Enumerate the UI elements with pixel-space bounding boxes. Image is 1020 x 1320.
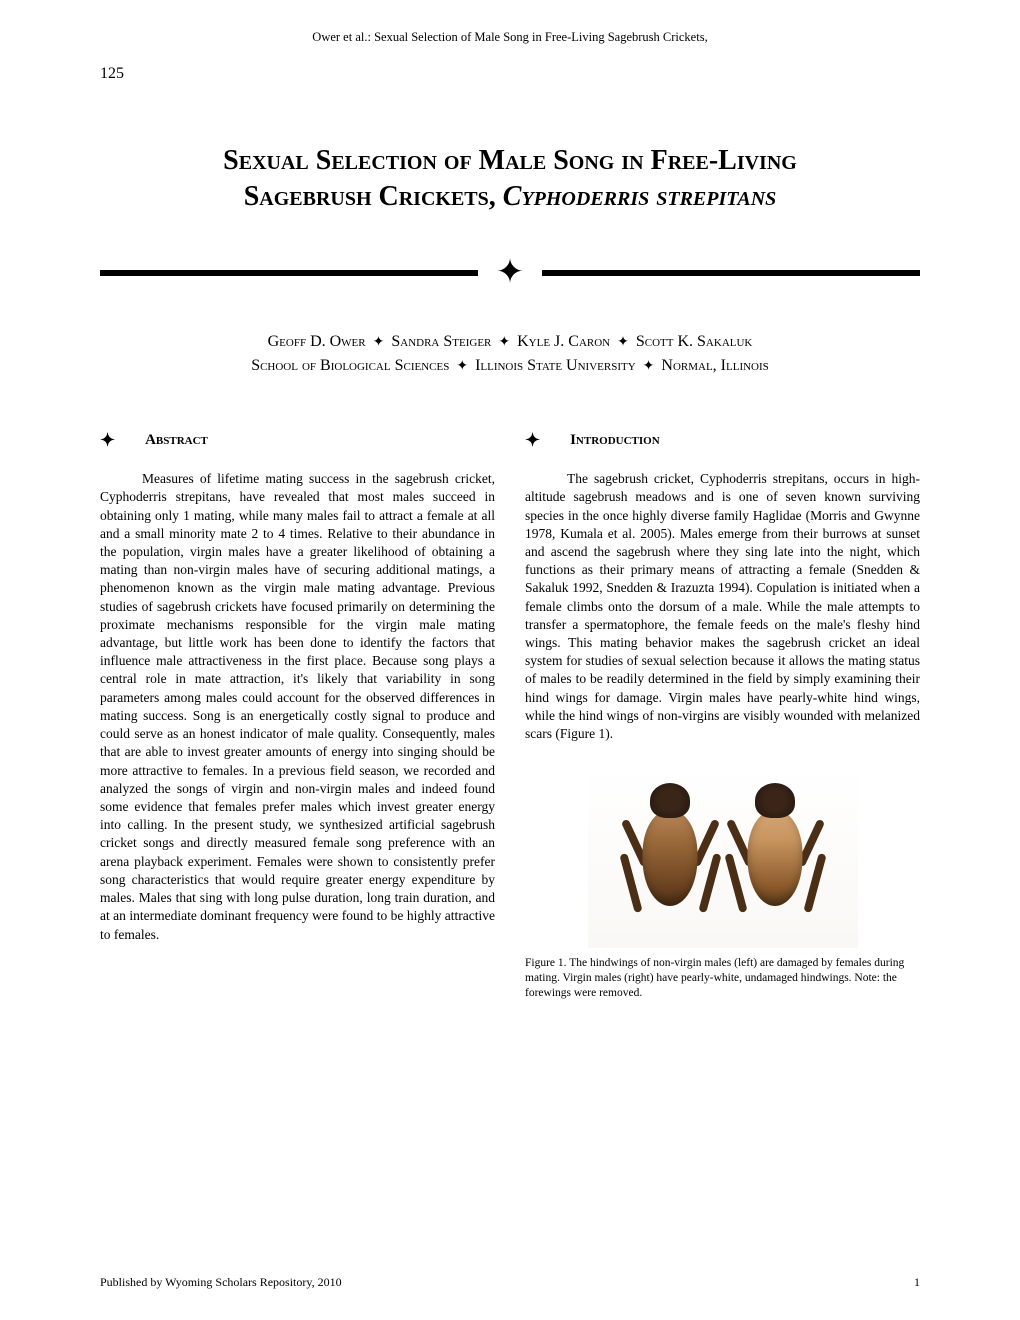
ornamental-divider: ✦ bbox=[100, 256, 920, 290]
heading-star-icon: ✦ bbox=[100, 428, 115, 452]
abstract-text: Measures of lifetime mating success in t… bbox=[100, 470, 495, 944]
introduction-text: The sagebrush cricket, Cyphoderris strep… bbox=[525, 470, 920, 743]
title-species: Cyphoderris strepitans bbox=[503, 181, 777, 212]
divider-star-icon: ✦ bbox=[496, 256, 525, 290]
paper-title: Sexual Selection of Male Song in Free-Li… bbox=[100, 143, 920, 216]
left-column: ✦ Abstract Measures of lifetime mating s… bbox=[100, 428, 495, 1013]
footer-page-number: 1 bbox=[914, 1275, 920, 1290]
divider-line-left bbox=[100, 270, 478, 276]
introduction-heading-text: Introduction bbox=[570, 430, 660, 450]
separator-star-icon: ✦ bbox=[640, 359, 658, 374]
title-line-1: Sexual Selection of Male Song in Free-Li… bbox=[223, 145, 797, 176]
figure-1-caption: Figure 1. The hindwings of non-virgin ma… bbox=[525, 956, 920, 1001]
separator-star-icon: ✦ bbox=[495, 335, 513, 350]
page-footer: Published by Wyoming Scholars Repository… bbox=[100, 1275, 920, 1290]
page-number-top: 125 bbox=[100, 65, 920, 83]
introduction-heading: ✦ Introduction bbox=[525, 428, 920, 452]
figure-1: Figure 1. The hindwings of non-virgin ma… bbox=[525, 768, 920, 1001]
affiliation-1: School of Biological Sciences bbox=[251, 357, 449, 374]
cricket-virgin-icon bbox=[728, 783, 823, 933]
author-3: Kyle J. Caron bbox=[517, 333, 610, 350]
author-block: Geoff D. Ower ✦ Sandra Steiger ✦ Kyle J.… bbox=[100, 330, 920, 378]
separator-star-icon: ✦ bbox=[614, 335, 632, 350]
author-4: Scott K. Sakaluk bbox=[636, 333, 753, 350]
affiliation-3: Normal, Illinois bbox=[661, 357, 768, 374]
separator-star-icon: ✦ bbox=[453, 359, 471, 374]
running-header: Ower et al.: Sexual Selection of Male So… bbox=[100, 30, 920, 45]
two-column-body: ✦ Abstract Measures of lifetime mating s… bbox=[100, 428, 920, 1013]
heading-star-icon: ✦ bbox=[525, 428, 540, 452]
affiliation-2: Illinois State University bbox=[475, 357, 636, 374]
abstract-heading: ✦ Abstract bbox=[100, 428, 495, 452]
cricket-nonvirgin-icon bbox=[623, 783, 718, 933]
footer-publisher: Published by Wyoming Scholars Repository… bbox=[100, 1275, 342, 1290]
divider-line-right bbox=[542, 270, 920, 276]
separator-star-icon: ✦ bbox=[370, 335, 388, 350]
author-1: Geoff D. Ower bbox=[268, 333, 366, 350]
right-column: ✦ Introduction The sagebrush cricket, Cy… bbox=[525, 428, 920, 1013]
title-line-2-plain: Sagebrush Crickets, bbox=[244, 181, 503, 212]
author-2: Sandra Steiger bbox=[391, 333, 491, 350]
abstract-heading-text: Abstract bbox=[145, 430, 208, 450]
figure-1-image bbox=[588, 768, 858, 948]
